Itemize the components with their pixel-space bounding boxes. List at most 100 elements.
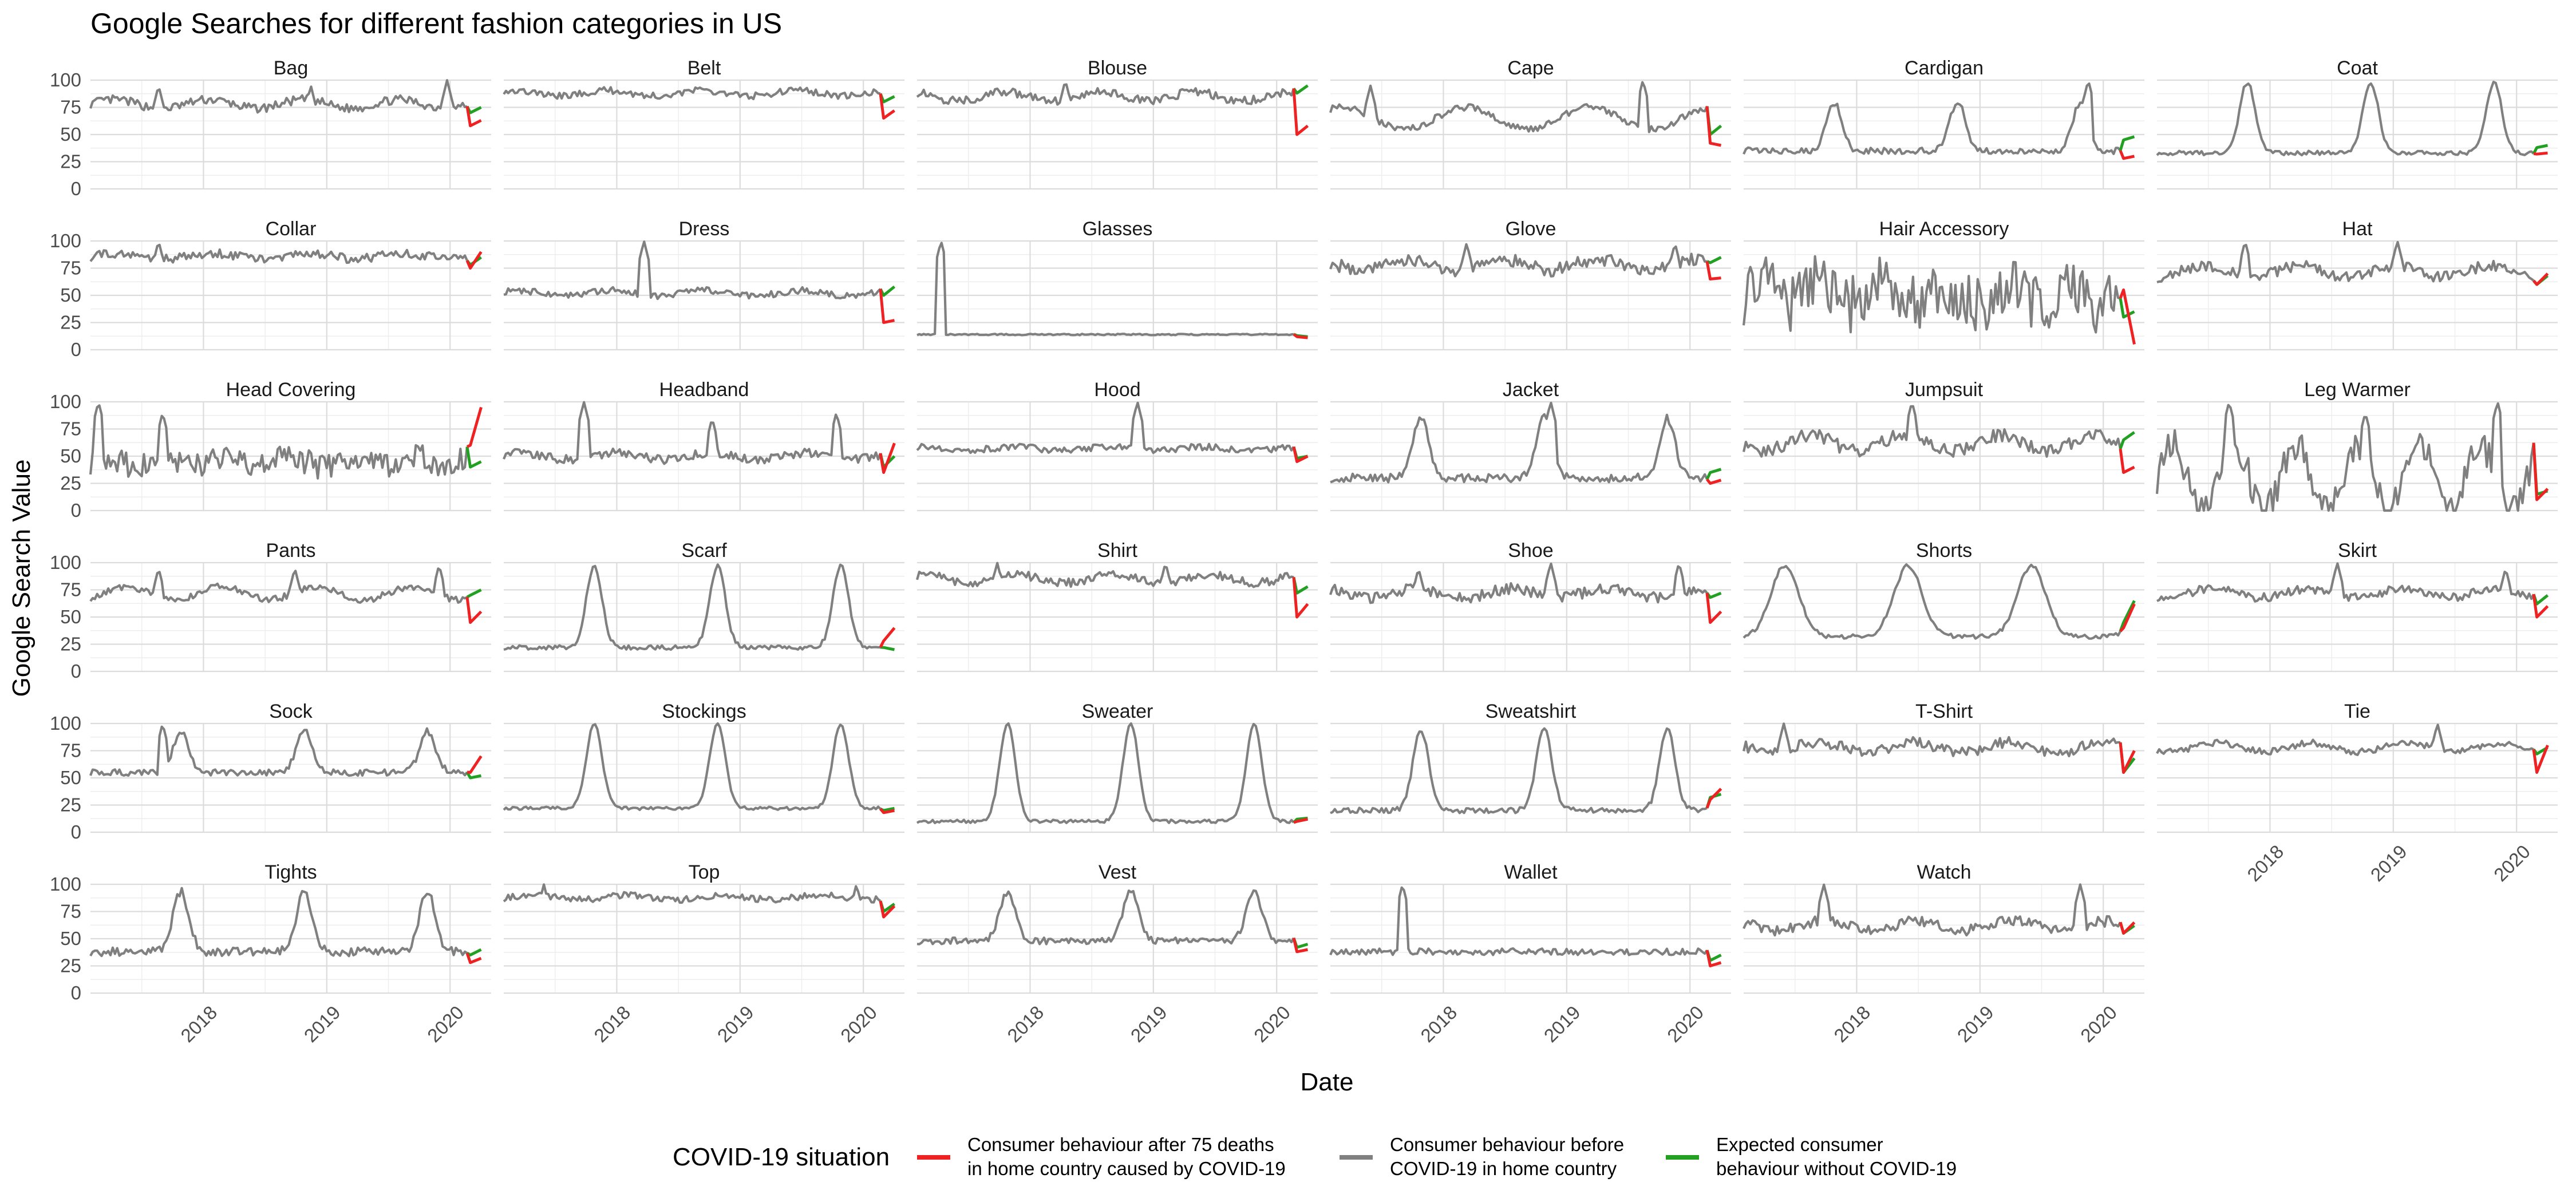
x-tick-label: 2019 — [300, 1002, 345, 1046]
series-line-after — [879, 442, 896, 474]
series-line-expected — [880, 646, 895, 651]
series-line-before — [503, 563, 880, 651]
facet-label: Cape — [1507, 57, 1554, 79]
x-tick-label: 2018 — [590, 1002, 634, 1046]
facet-label: Bag — [274, 57, 309, 79]
facet-label: Blouse — [1088, 57, 1147, 79]
chart-title: Google Searches for different fashion ca… — [90, 7, 782, 39]
facet-panel: Wallet 2018 2019 2020 — [1329, 861, 1731, 1046]
facet-label: Belt — [688, 57, 721, 79]
facet-panel: Leg Warmer — [2155, 379, 2558, 512]
facet-label: Collar — [266, 218, 317, 240]
facet-label: Jumpsuit — [1905, 379, 1984, 401]
series-line-before — [1742, 722, 2121, 758]
facet-panel: Jacket — [1330, 379, 1731, 512]
facet-panel: Blouse — [916, 57, 1318, 190]
facet-panel: Hat — [2156, 218, 2558, 351]
series-line-after — [465, 251, 483, 270]
series-line-expected — [1705, 468, 1722, 480]
series-line-after — [2119, 288, 2136, 345]
y-tick-label: 25 — [60, 955, 81, 976]
facet-panel: Watch 2018 2019 2020 — [1743, 861, 2144, 1046]
series-line-after — [2119, 448, 2135, 474]
facet-label: Shorts — [1916, 540, 1972, 562]
series-line-before — [89, 404, 469, 480]
facet-label: Shoe — [1508, 540, 1553, 562]
series-line-before — [1329, 81, 1708, 133]
facet-panel: Sweater — [916, 701, 1318, 833]
facet-panel: T-Shirt — [1742, 701, 2144, 833]
series-line-after — [2533, 151, 2548, 156]
facet-panel: Vest 2018 2019 2020 — [916, 861, 1318, 1046]
y-tick-label: 0 — [71, 661, 81, 682]
series-line-expected — [2119, 135, 2135, 151]
legend-label-line2: in home country caused by COVID-19 — [967, 1158, 1286, 1179]
series-line-before — [2156, 562, 2535, 603]
series-line-before — [2155, 402, 2535, 512]
facet-label: Tie — [2344, 701, 2370, 722]
x-axis-title: Date — [1301, 1068, 1354, 1096]
series-line-after — [1292, 446, 1309, 463]
legend-label-line1: Consumer behaviour before — [1390, 1134, 1624, 1155]
series-line-before — [1742, 255, 2121, 334]
y-axis-title: Google Search Value — [7, 459, 35, 697]
legend-label-line2: COVID-19 in home country — [1390, 1158, 1617, 1179]
legend-label-line1: Consumer behaviour after 75 deaths — [967, 1134, 1274, 1155]
facet-panel: Collar 0 25 50 75 100 — [50, 218, 491, 360]
series-line-after — [2532, 745, 2549, 774]
series-line-before — [503, 401, 882, 465]
y-tick-label: 25 — [60, 634, 81, 655]
y-tick-label: 100 — [50, 713, 81, 734]
y-tick-label: 50 — [60, 767, 81, 788]
series-line-before — [89, 243, 468, 264]
series-line-before — [1329, 562, 1708, 604]
x-tick-label: 2018 — [1416, 1002, 1461, 1046]
series-line-before — [1742, 405, 2122, 458]
x-tick-label: 2020 — [1250, 1002, 1294, 1046]
y-tick-label: 25 — [60, 794, 81, 816]
series-line-before — [2156, 81, 2535, 157]
y-tick-label: 75 — [60, 901, 81, 922]
facet-panel: Cape — [1329, 57, 1731, 190]
series-line-after — [1706, 478, 1722, 485]
series-line-before — [89, 79, 468, 114]
x-tick-label: 2019 — [1127, 1002, 1171, 1046]
y-tick-label: 0 — [71, 982, 81, 1003]
legend-title: COVID-19 situation — [673, 1143, 890, 1171]
y-tick-label: 0 — [71, 821, 81, 843]
legend-entries: Consumer behaviour after 75 deaths in hom… — [917, 1134, 1957, 1179]
facet-label: Shirt — [1097, 540, 1137, 562]
series-line-expected — [1705, 591, 1722, 599]
y-tick-label: 0 — [71, 339, 81, 360]
y-tick-label: 75 — [60, 258, 81, 279]
facet-panel: Pants 0 25 50 75 100 — [50, 540, 491, 682]
series-line-after — [2119, 150, 2135, 160]
facet-label: Scarf — [681, 540, 727, 562]
series-line-after — [879, 288, 895, 324]
facet-panel: Glasses — [916, 218, 1318, 351]
series-line-expected — [879, 285, 896, 297]
series-line-before — [1330, 401, 1708, 484]
series-line-after — [1705, 950, 1722, 967]
series-line-after — [1292, 938, 1308, 954]
facet-panel: Shoe — [1329, 540, 1731, 673]
series-line-expected — [2119, 431, 2135, 449]
series-line-after — [1292, 88, 1309, 136]
series-line-after — [1705, 592, 1722, 624]
series-line-before — [503, 240, 882, 300]
x-tick-label: 2019 — [713, 1002, 758, 1046]
facet-panel: Cardigan — [1743, 57, 2144, 190]
y-tick-label: 25 — [60, 312, 81, 333]
x-tick-label: 2018 — [1830, 1002, 1874, 1046]
y-tick-label: 100 — [50, 552, 81, 573]
series-line-after — [2119, 921, 2136, 935]
series-line-after — [467, 755, 483, 774]
facet-panel: Scarf — [503, 540, 904, 673]
legend-label-line2: behaviour without COVID-19 — [1716, 1158, 1957, 1179]
series-line-expected — [1292, 84, 1309, 95]
facet-label: Tights — [264, 861, 317, 883]
facet-label: Head Covering — [226, 379, 356, 401]
series-line-expected — [465, 446, 482, 469]
x-tick-label: 2020 — [836, 1002, 881, 1046]
legend-entry: Consumer behaviour after 75 deaths in hom… — [917, 1134, 1286, 1179]
